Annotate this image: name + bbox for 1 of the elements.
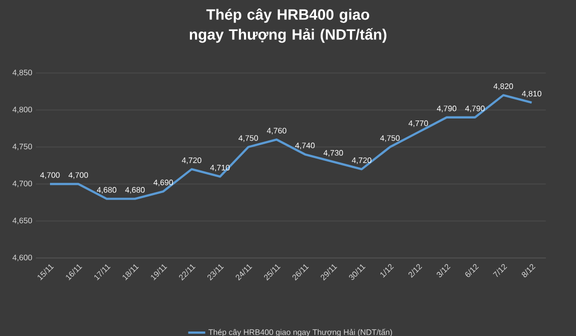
chart-title: Thép cây HRB400 giao ngay Thượng Hải (NDT/tấn) xyxy=(190,8,386,43)
